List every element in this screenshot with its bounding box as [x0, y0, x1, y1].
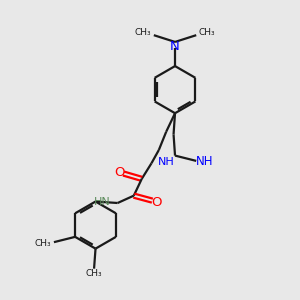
- Text: HN: HN: [94, 196, 110, 206]
- Text: CH₃: CH₃: [135, 28, 152, 37]
- Text: CH₃: CH₃: [199, 28, 215, 37]
- Text: NH: NH: [196, 155, 213, 168]
- Text: N: N: [170, 40, 180, 52]
- Text: O: O: [114, 166, 124, 178]
- Text: O: O: [152, 196, 162, 208]
- Text: CH₃: CH₃: [86, 269, 102, 278]
- Text: CH₃: CH₃: [34, 239, 51, 248]
- Text: NH: NH: [158, 157, 175, 167]
